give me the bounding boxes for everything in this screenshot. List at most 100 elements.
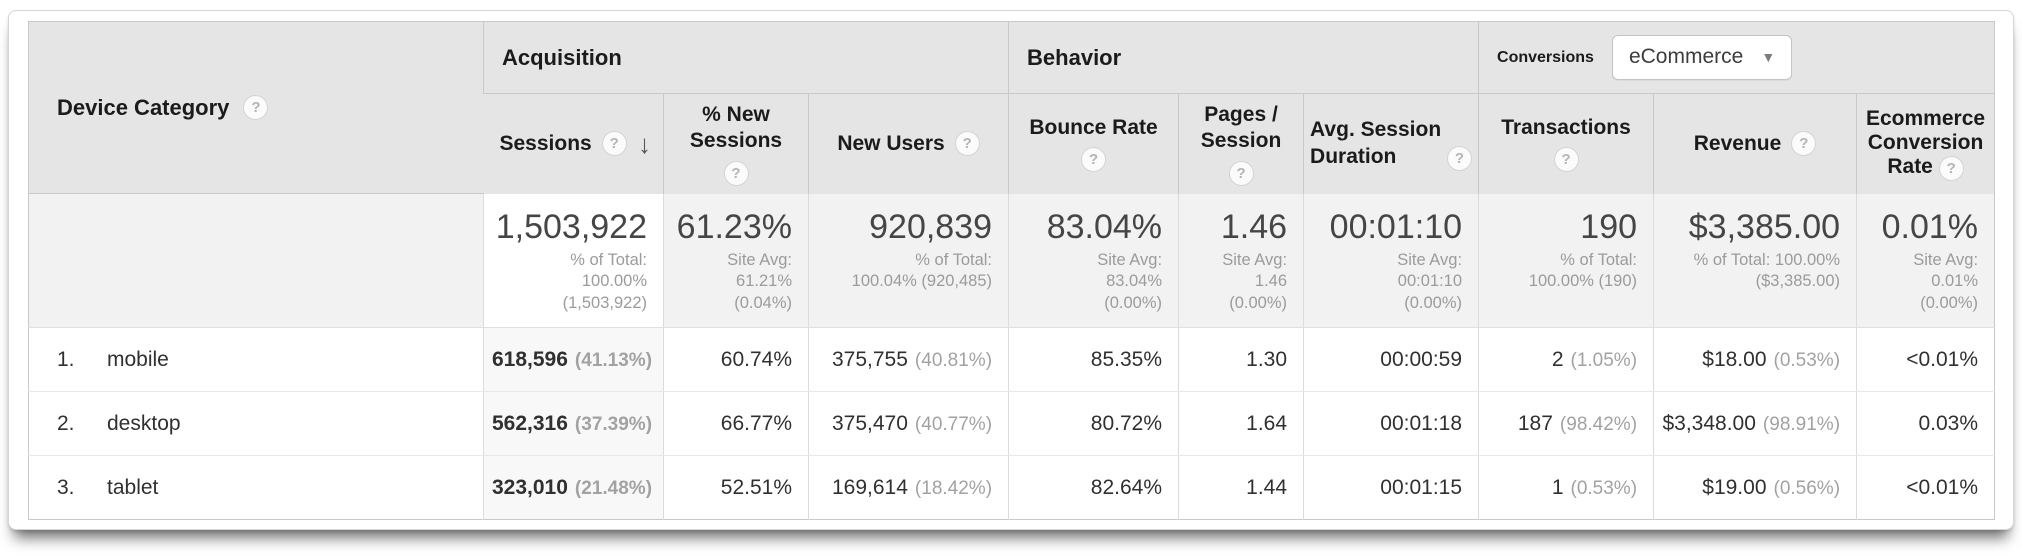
totals-subtext: % of Total: 100.00% ($3,385.00)	[1693, 250, 1841, 291]
row-index: 2.	[57, 411, 75, 435]
totals-subtext: Site Avg: 00:01:10 (0.00%)	[1397, 250, 1463, 313]
device-category-table: Device Category ? Acquisition Behavior C…	[28, 21, 1996, 520]
help-icon[interactable]: ?	[1791, 131, 1817, 157]
bounce-rate-cell: 82.64%	[1008, 455, 1179, 520]
sessions-percent: (21.48%)	[574, 477, 653, 499]
pages-per-session-label: Pages / Session	[1200, 103, 1282, 153]
metric-header-row: Sessions ? ↓ % New Sessions ? New Users	[29, 93, 1995, 194]
column-header-ecommerce-conversion-rate[interactable]: Ecommerce Conversion Rate ?	[1856, 93, 1995, 194]
totals-avg-session-duration: 00:01:10 Site Avg: 00:01:10 (0.00%)	[1303, 193, 1479, 328]
totals-transactions: 190 % of Total: 100.00% (190)	[1478, 193, 1654, 328]
avg-session-duration-label: Avg. Session Duration	[1310, 118, 1442, 169]
bounce-rate-label: Bounce Rate	[1029, 116, 1158, 140]
totals-subtext: Site Avg: 83.04% (0.00%)	[1097, 250, 1163, 313]
analytics-table-card: Device Category ? Acquisition Behavior C…	[8, 10, 2014, 530]
percent: (40.81%)	[914, 349, 993, 371]
new-users-cell: 169,614 (18.42%)	[807, 455, 1009, 520]
value: 00:01:15	[1380, 475, 1463, 499]
sort-descending-icon[interactable]: ↓	[638, 128, 651, 159]
value: $19.00	[1702, 475, 1767, 499]
help-icon[interactable]: ?	[243, 95, 269, 120]
section-behavior: Behavior	[1008, 21, 1479, 94]
value: 66.77%	[720, 411, 792, 435]
totals-value: 190	[1580, 207, 1638, 246]
value: 187	[1517, 411, 1553, 435]
column-header-pages-per-session[interactable]: Pages / Session ?	[1178, 93, 1304, 194]
percent: (0.53%)	[1773, 349, 1841, 371]
totals-new-users: 920,839 % of Total: 100.04% (920,485)	[807, 193, 1009, 328]
column-header-percent-new-sessions[interactable]: % New Sessions ?	[663, 93, 809, 194]
value: 82.64%	[1090, 475, 1163, 499]
percent-new-sessions-cell: 60.74%	[663, 327, 809, 392]
percent: (98.91%)	[1762, 413, 1841, 435]
value: <0.01%	[1906, 475, 1979, 499]
revenue-label: Revenue	[1693, 131, 1782, 155]
totals-value: 83.04%	[1046, 207, 1163, 246]
help-icon[interactable]: ?	[723, 160, 749, 186]
table-row-desktop: 2. desktop 562,316 (37.39%) 66.77% 375,470…	[28, 391, 1995, 456]
totals-subtext: Site Avg: 61.21% (0.04%)	[727, 250, 792, 313]
sessions-value: 323,010	[492, 475, 568, 499]
value: 1.30	[1246, 347, 1288, 371]
revenue-cell: $19.00 (0.56%)	[1653, 455, 1857, 520]
ecommerce-conversion-rate-label: Ecommerce Conversion Rate	[1865, 106, 1986, 178]
device-category-cell: 2. desktop	[28, 391, 484, 456]
value: 60.74%	[720, 347, 792, 371]
section-header-row: Device Category ? Acquisition Behavior C…	[28, 21, 1995, 194]
column-header-new-users[interactable]: New Users ?	[807, 93, 1009, 194]
bounce-rate-cell: 85.35%	[1008, 327, 1179, 392]
value: $3,348.00	[1662, 411, 1756, 435]
transactions-cell: 1 (0.53%)	[1478, 455, 1654, 520]
column-header-bounce-rate[interactable]: Bounce Rate ?	[1008, 93, 1179, 194]
help-icon[interactable]: ?	[1081, 147, 1107, 173]
totals-sessions-subtext: % of Total: 100.00% (1,503,922)	[562, 250, 647, 313]
sessions-percent: (41.13%)	[574, 349, 653, 371]
pages-per-session-cell: 1.64	[1178, 391, 1304, 456]
transactions-label: Transactions	[1501, 116, 1631, 140]
column-header-device-category[interactable]: Device Category ?	[28, 21, 484, 194]
device-name: tablet	[107, 475, 159, 499]
column-header-sessions[interactable]: Sessions ? ↓	[483, 93, 664, 194]
value: 85.35%	[1090, 347, 1163, 371]
row-index: 1.	[57, 347, 75, 371]
column-header-avg-session-duration[interactable]: Avg. Session Duration ?	[1303, 93, 1479, 194]
conversions-goal-dropdown[interactable]: eCommerce ▼	[1611, 35, 1793, 80]
help-icon[interactable]: ?	[1228, 160, 1254, 186]
row-index: 3.	[57, 475, 75, 499]
device-category-cell: 1. mobile	[28, 327, 484, 392]
value: $18.00	[1702, 347, 1767, 371]
help-icon[interactable]: ?	[954, 131, 980, 157]
transactions-cell: 2 (1.05%)	[1478, 327, 1654, 392]
column-header-revenue[interactable]: Revenue ?	[1653, 93, 1857, 194]
totals-value: 1.46	[1220, 207, 1288, 246]
chevron-down-icon: ▼	[1761, 49, 1776, 65]
ecommerce-conversion-rate-cell: <0.01%	[1856, 327, 1995, 392]
value: 2	[1551, 347, 1564, 371]
value: 80.72%	[1090, 411, 1163, 435]
percent: (40.77%)	[914, 413, 993, 435]
help-icon[interactable]: ?	[1938, 155, 1964, 181]
value: 1.64	[1246, 411, 1288, 435]
column-header-transactions[interactable]: Transactions ?	[1478, 93, 1654, 194]
totals-percent-new-sessions: 61.23% Site Avg: 61.21% (0.04%)	[663, 193, 809, 328]
section-acquisition: Acquisition	[482, 21, 1009, 94]
device-category-label: Device Category	[57, 94, 230, 120]
section-conversions: Conversions eCommerce ▼	[1478, 21, 1995, 94]
value: 00:01:18	[1380, 411, 1463, 435]
new-users-label: New Users	[837, 131, 945, 155]
totals-subtext: Site Avg: 0.01% (0.00%)	[1913, 250, 1979, 313]
device-name: desktop	[107, 411, 181, 435]
value: <0.01%	[1906, 347, 1979, 371]
help-icon[interactable]: ?	[1553, 147, 1579, 173]
help-icon[interactable]: ?	[601, 131, 627, 157]
device-category-cell: 3. tablet	[28, 455, 484, 520]
pages-per-session-cell: 1.30	[1178, 327, 1304, 392]
table-row-mobile: 1. mobile 618,596 (41.13%) 60.74% 375,755 (…	[28, 327, 1995, 392]
totals-subtext: % of Total: 100.04% (920,485)	[851, 250, 993, 291]
percent: (0.56%)	[1773, 477, 1841, 499]
help-icon[interactable]: ?	[1447, 146, 1472, 172]
totals-value: 920,839	[869, 207, 993, 246]
dropdown-selected-value: eCommerce	[1628, 45, 1744, 68]
acquisition-label: Acquisition	[502, 44, 622, 70]
sessions-value: 618,596	[492, 347, 568, 371]
